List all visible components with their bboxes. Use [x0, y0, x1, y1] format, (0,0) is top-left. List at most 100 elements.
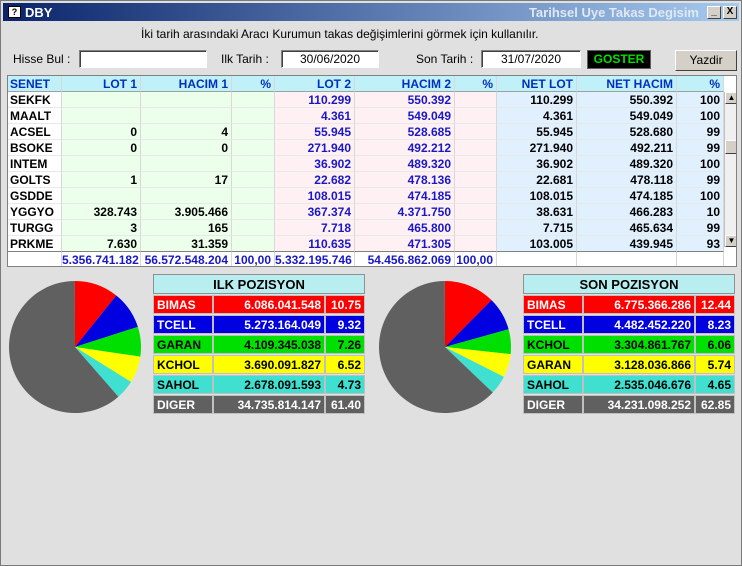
cell-hacim1[interactable]: 31.359: [141, 236, 232, 252]
table-row[interactable]: SEKFK 110.299 550.392 110.299 550.392 100: [8, 92, 724, 108]
cell-net-pct[interactable]: 10: [677, 204, 724, 220]
cell-pct1[interactable]: [232, 236, 275, 252]
cell-pct1[interactable]: [232, 220, 275, 236]
cell-pct2[interactable]: [455, 220, 497, 236]
cell-pct2[interactable]: [455, 156, 497, 172]
cell-pct2[interactable]: [455, 124, 497, 140]
cell-hacim1[interactable]: [141, 188, 232, 204]
cell-lot1[interactable]: [62, 188, 141, 204]
yazdir-button[interactable]: Yazdir: [675, 50, 737, 71]
cell-hacim2[interactable]: 4.371.750: [355, 204, 455, 220]
cell-net-hacim[interactable]: 492.211: [577, 140, 677, 156]
cell-net-pct[interactable]: 100: [677, 156, 724, 172]
app-icon[interactable]: ?: [8, 6, 21, 18]
cell-net-lot[interactable]: 103.005: [497, 236, 577, 252]
cell-pct2[interactable]: [455, 236, 497, 252]
cell-hacim2[interactable]: 474.185: [355, 188, 455, 204]
cell-pct1[interactable]: [232, 172, 275, 188]
header-lot2[interactable]: LOT 2: [275, 76, 355, 92]
cell-senet[interactable]: MAALT: [8, 108, 62, 124]
cell-hacim2[interactable]: 489.320: [355, 156, 455, 172]
cell-net-pct[interactable]: 99: [677, 220, 724, 236]
cell-hacim1[interactable]: 165: [141, 220, 232, 236]
cell-hacim2[interactable]: 465.800: [355, 220, 455, 236]
cell-hacim1[interactable]: [141, 156, 232, 172]
scroll-down-button[interactable]: ▼: [725, 235, 736, 247]
cell-pct1[interactable]: [232, 92, 275, 108]
table-row[interactable]: PRKME 7.630 31.359 110.635 471.305 103.005 439…: [8, 236, 724, 252]
cell-lot1[interactable]: [62, 108, 141, 124]
cell-net-lot[interactable]: 36.902: [497, 156, 577, 172]
cell-net-lot[interactable]: 4.361: [497, 108, 577, 124]
cell-lot1[interactable]: 3: [62, 220, 141, 236]
cell-pct2[interactable]: [455, 188, 497, 204]
cell-lot2[interactable]: 271.940: [275, 140, 355, 156]
cell-lot2[interactable]: 7.718: [275, 220, 355, 236]
header-senet[interactable]: SENET: [8, 76, 62, 92]
cell-lot1[interactable]: 0: [62, 124, 141, 140]
cell-hacim1[interactable]: 17: [141, 172, 232, 188]
table-row[interactable]: GSDDE 108.015 474.185 108.015 474.185 100: [8, 188, 724, 204]
cell-net-lot[interactable]: 22.681: [497, 172, 577, 188]
cell-net-hacim[interactable]: 439.945: [577, 236, 677, 252]
cell-lot2[interactable]: 4.361: [275, 108, 355, 124]
cell-hacim2[interactable]: 550.392: [355, 92, 455, 108]
cell-senet[interactable]: PRKME: [8, 236, 62, 252]
header-hacim1[interactable]: HACIM 1: [141, 76, 232, 92]
cell-hacim2[interactable]: 471.305: [355, 236, 455, 252]
cell-senet[interactable]: GSDDE: [8, 188, 62, 204]
cell-lot1[interactable]: 328.743: [62, 204, 141, 220]
cell-net-pct[interactable]: 100: [677, 92, 724, 108]
table-row[interactable]: TURGG 3 165 7.718 465.800 7.715 465.634 99: [8, 220, 724, 236]
cell-lot2[interactable]: 22.682: [275, 172, 355, 188]
cell-hacim2[interactable]: 478.136: [355, 172, 455, 188]
cell-net-lot[interactable]: 110.299: [497, 92, 577, 108]
cell-pct1[interactable]: [232, 108, 275, 124]
hisse-input[interactable]: [79, 50, 207, 68]
cell-pct2[interactable]: [455, 172, 497, 188]
cell-hacim2[interactable]: 528.685: [355, 124, 455, 140]
cell-net-pct[interactable]: 99: [677, 124, 724, 140]
table-row[interactable]: MAALT 4.361 549.049 4.361 549.049 100: [8, 108, 724, 124]
header-lot1[interactable]: LOT 1: [62, 76, 141, 92]
cell-senet[interactable]: GOLTS: [8, 172, 62, 188]
cell-hacim2[interactable]: 549.049: [355, 108, 455, 124]
cell-pct2[interactable]: [455, 92, 497, 108]
cell-pct1[interactable]: [232, 204, 275, 220]
goster-button[interactable]: GOSTER: [587, 50, 651, 69]
cell-net-pct[interactable]: 99: [677, 172, 724, 188]
cell-lot2[interactable]: 55.945: [275, 124, 355, 140]
table-row[interactable]: BSOKE 0 0 271.940 492.212 271.940 492.211 99: [8, 140, 724, 156]
cell-pct1[interactable]: [232, 140, 275, 156]
cell-lot1[interactable]: 7.630: [62, 236, 141, 252]
scroll-thumb[interactable]: [725, 140, 736, 154]
son-tarih-input[interactable]: 31/07/2020: [481, 50, 581, 68]
cell-hacim1[interactable]: [141, 108, 232, 124]
cell-pct1[interactable]: [232, 188, 275, 204]
cell-senet[interactable]: INTEM: [8, 156, 62, 172]
takas-grid[interactable]: SENET LOT 1 HACIM 1 % LOT 2 HACIM 2 % NE…: [7, 75, 737, 267]
cell-senet[interactable]: BSOKE: [8, 140, 62, 156]
cell-net-lot[interactable]: 38.631: [497, 204, 577, 220]
cell-lot2[interactable]: 367.374: [275, 204, 355, 220]
cell-lot1[interactable]: [62, 156, 141, 172]
ilk-tarih-input[interactable]: 30/06/2020: [281, 50, 379, 68]
header-net-lot[interactable]: NET LOT: [497, 76, 577, 92]
cell-hacim1[interactable]: 3.905.466: [141, 204, 232, 220]
cell-net-lot[interactable]: 271.940: [497, 140, 577, 156]
table-row[interactable]: YGGYO 328.743 3.905.466 367.374 4.371.750 38.…: [8, 204, 724, 220]
table-row[interactable]: GOLTS 1 17 22.682 478.136 22.681 478.118 99: [8, 172, 724, 188]
cell-lot2[interactable]: 108.015: [275, 188, 355, 204]
table-row[interactable]: INTEM 36.902 489.320 36.902 489.320 100: [8, 156, 724, 172]
cell-net-lot[interactable]: 7.715: [497, 220, 577, 236]
table-row[interactable]: ACSEL 0 4 55.945 528.685 55.945 528.680 99: [8, 124, 724, 140]
minimize-button[interactable]: _: [707, 6, 721, 19]
cell-hacim1[interactable]: [141, 92, 232, 108]
cell-net-hacim[interactable]: 478.118: [577, 172, 677, 188]
cell-pct1[interactable]: [232, 156, 275, 172]
cell-hacim1[interactable]: 0: [141, 140, 232, 156]
cell-net-lot[interactable]: 108.015: [497, 188, 577, 204]
close-button[interactable]: X: [723, 6, 737, 19]
cell-net-pct[interactable]: 93: [677, 236, 724, 252]
cell-net-hacim[interactable]: 550.392: [577, 92, 677, 108]
